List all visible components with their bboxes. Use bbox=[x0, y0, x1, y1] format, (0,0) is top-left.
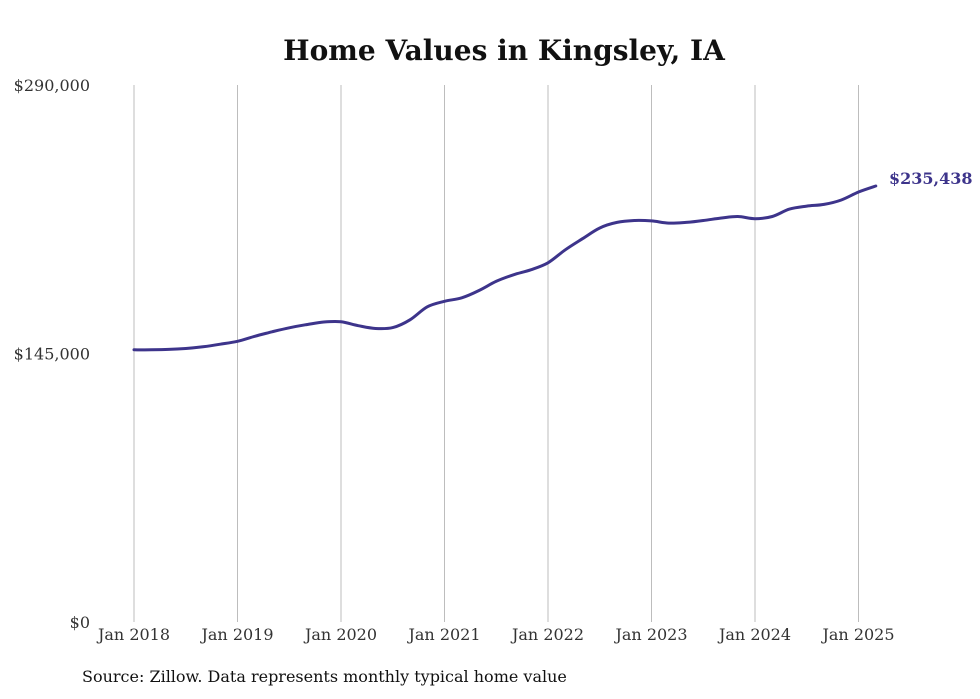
x-tick-label: Jan 2024 bbox=[717, 625, 791, 644]
home-value-line bbox=[132, 184, 878, 352]
x-tick-label: Jan 2021 bbox=[406, 625, 480, 644]
vertical-gridlines bbox=[133, 85, 859, 622]
source-note: Source: Zillow. Data represents monthly … bbox=[82, 667, 567, 686]
y-tick-label: $145,000 bbox=[14, 345, 90, 364]
y-axis-tick-labels: $290,000 $145,000 $0 bbox=[14, 76, 90, 632]
x-tick-label: Jan 2025 bbox=[820, 625, 894, 644]
y-tick-label: $0 bbox=[70, 613, 90, 632]
x-tick-label: Jan 2023 bbox=[613, 625, 687, 644]
x-tick-label: Jan 2022 bbox=[510, 625, 584, 644]
latest-value-label: $235,438 bbox=[889, 169, 973, 188]
x-tick-label: Jan 2020 bbox=[303, 625, 377, 644]
chart-title: Home Values in Kingsley, IA bbox=[283, 34, 726, 67]
x-tick-label: Jan 2019 bbox=[199, 625, 273, 644]
y-tick-label: $290,000 bbox=[14, 76, 90, 95]
x-axis-tick-labels: Jan 2018 Jan 2019 Jan 2020 Jan 2021 Jan 2022… bbox=[96, 625, 895, 644]
x-tick-label: Jan 2018 bbox=[96, 625, 170, 644]
